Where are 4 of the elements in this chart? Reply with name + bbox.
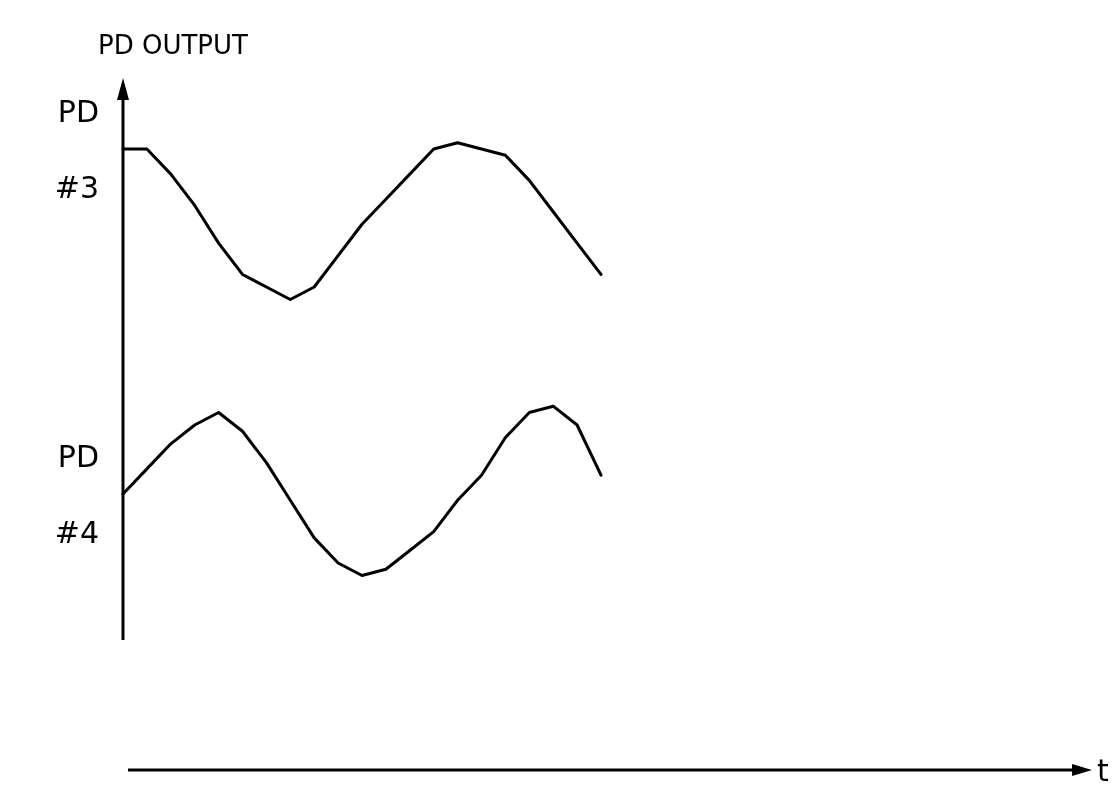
text: PD #3 [54, 93, 99, 205]
x-axis-title: t [1097, 752, 1109, 788]
y-axis-title: PD OUTPUT [98, 30, 249, 60]
text: PD #4 [54, 438, 99, 550]
